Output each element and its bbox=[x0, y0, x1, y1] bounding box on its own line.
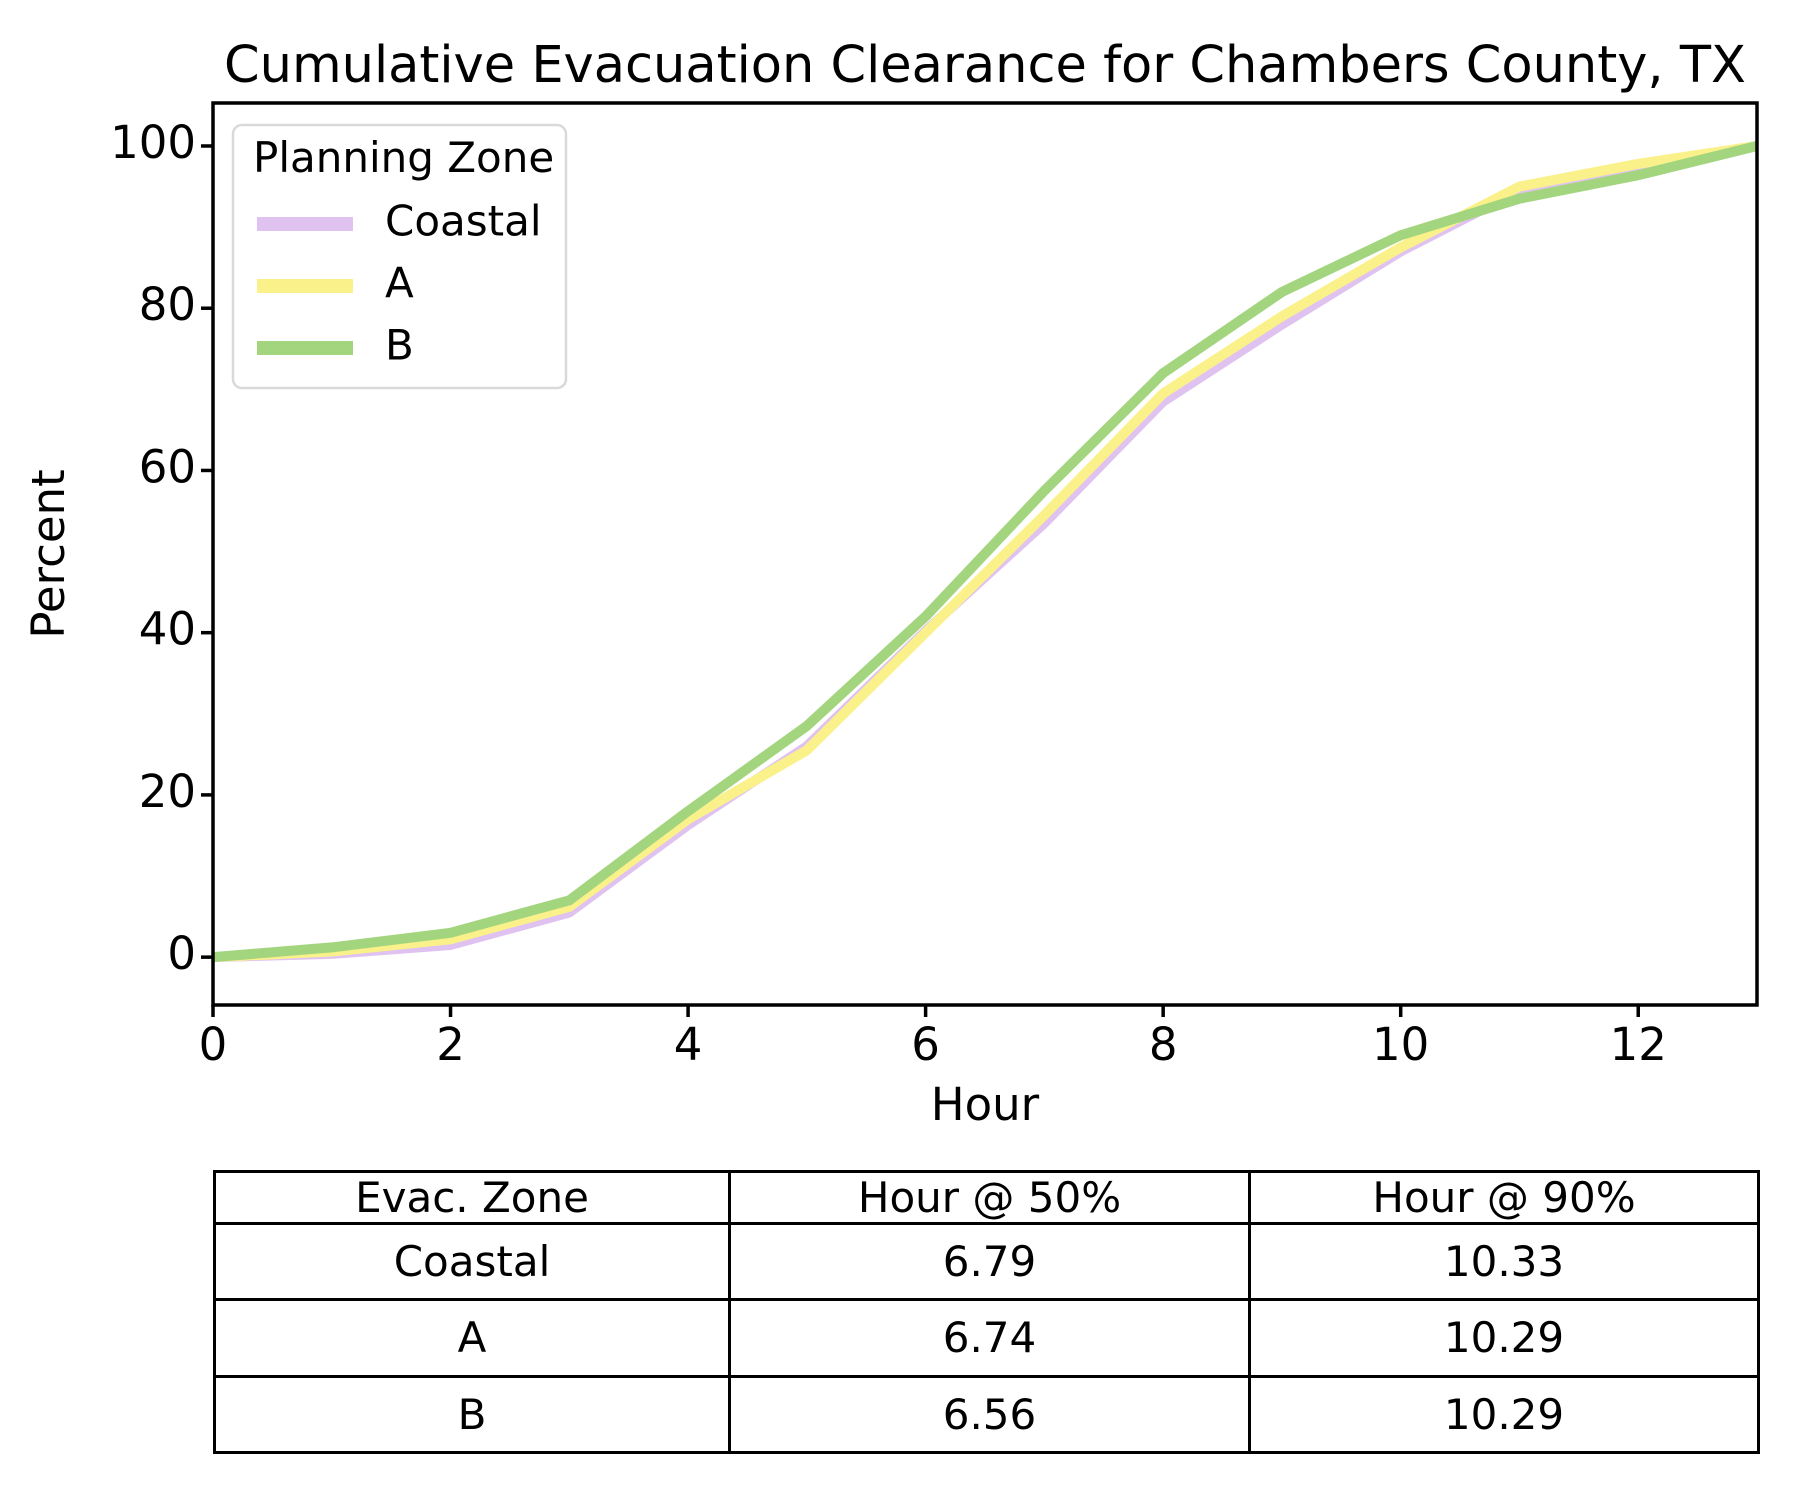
table-header-cell: Hour @ 50% bbox=[728, 1170, 1251, 1225]
y-tick-label: 0 bbox=[167, 927, 196, 980]
legend-swatch-coastal bbox=[257, 217, 353, 231]
y-tick-label: 40 bbox=[139, 603, 196, 656]
legend-label-b: B bbox=[385, 321, 414, 370]
table-row: A 6.74 10.29 bbox=[213, 1298, 1760, 1378]
table-cell: 6.56 bbox=[728, 1374, 1251, 1455]
series-line-a bbox=[213, 141, 1757, 963]
table-header-cell: Evac. Zone bbox=[213, 1170, 731, 1225]
legend-label-a: A bbox=[385, 259, 414, 308]
table-header-cell: Hour @ 90% bbox=[1248, 1170, 1760, 1225]
y-tick-label: 80 bbox=[139, 278, 196, 331]
x-tick-label: 8 bbox=[1149, 1018, 1178, 1071]
table-row: Coastal 6.79 10.33 bbox=[213, 1221, 1760, 1302]
legend-swatch-b bbox=[257, 341, 353, 355]
series-lines bbox=[213, 141, 1757, 963]
table-cell: Coastal bbox=[213, 1221, 731, 1302]
table-cell: 10.29 bbox=[1248, 1298, 1760, 1378]
table-cell: 6.79 bbox=[728, 1221, 1251, 1302]
y-tick-label: 60 bbox=[139, 440, 196, 493]
x-tick-label: 12 bbox=[1610, 1018, 1667, 1071]
clearance-summary: Evac. Zone Hour @ 50% Hour @ 90% Coastal 6.… bbox=[213, 1170, 1760, 1455]
chart-title: Cumulative Evacuation Clearance for Cham… bbox=[224, 36, 1746, 95]
x-axis-ticks: 0 2 4 6 8 10 12 bbox=[199, 1005, 1667, 1071]
table-cell: A bbox=[213, 1298, 731, 1378]
y-axis-ticks: 0 20 40 60 80 100 bbox=[110, 116, 213, 980]
x-axis-label: Hour bbox=[931, 1078, 1040, 1131]
legend-title: Planning Zone bbox=[253, 133, 554, 182]
legend-entries: Coastal AB bbox=[257, 197, 542, 370]
x-tick-label: 4 bbox=[674, 1018, 703, 1071]
legend-label-coastal: Coastal bbox=[385, 197, 542, 246]
x-tick-label: 10 bbox=[1372, 1018, 1429, 1071]
x-tick-label: 6 bbox=[911, 1018, 940, 1071]
table-header-row: Evac. Zone Hour @ 50% Hour @ 90% bbox=[213, 1170, 1760, 1225]
y-axis-label: Percent bbox=[22, 469, 75, 638]
y-tick-label: 20 bbox=[139, 765, 196, 818]
series-line-b bbox=[213, 141, 1757, 963]
clearance-table: Evac. Zone Hour @ 50% Hour @ 90% Coastal 6.… bbox=[213, 1170, 1760, 1455]
table-cell: 6.74 bbox=[728, 1298, 1251, 1378]
legend-box bbox=[231, 123, 568, 390]
legend-swatch-a bbox=[257, 279, 353, 293]
plot-border bbox=[211, 101, 1759, 1007]
legend: Planning Zone Coastal AB bbox=[231, 123, 568, 390]
table-cell: 10.29 bbox=[1248, 1374, 1760, 1455]
table-cell: B bbox=[213, 1374, 731, 1455]
evacuation-clearance-chart: Cumulative Evacuation Clearance for Cham… bbox=[22, 36, 1759, 1131]
table-cell: 10.33 bbox=[1248, 1221, 1760, 1302]
x-tick-label: 2 bbox=[436, 1018, 465, 1071]
x-tick-label: 0 bbox=[199, 1018, 228, 1071]
y-tick-label: 100 bbox=[110, 116, 196, 169]
table-row: B 6.56 10.29 bbox=[213, 1374, 1760, 1455]
